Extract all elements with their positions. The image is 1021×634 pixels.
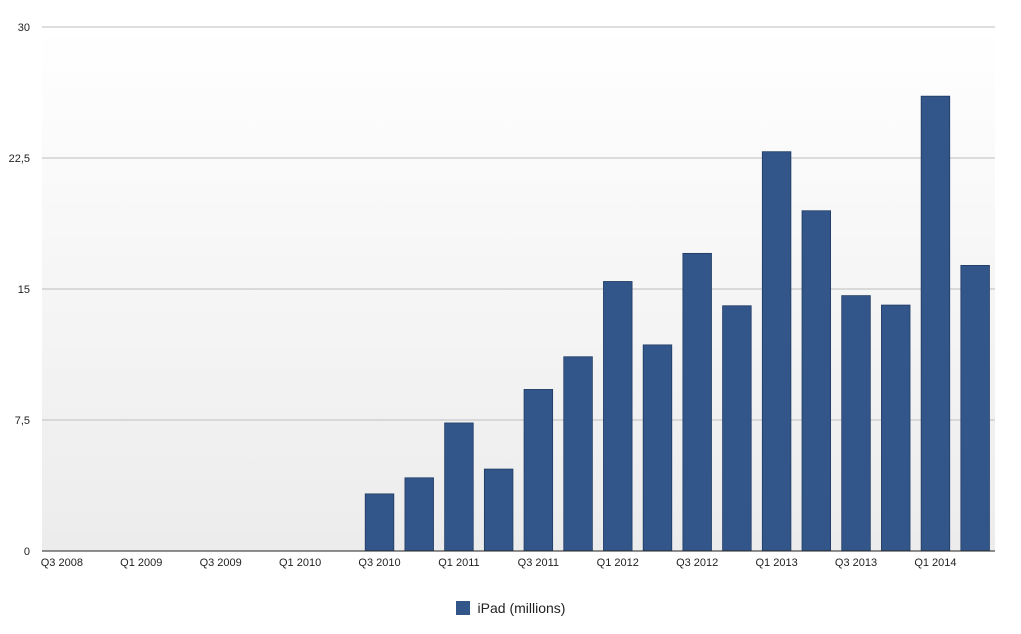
x-tick-label: Q1 2014 xyxy=(914,557,956,569)
x-tick-label: Q1 2012 xyxy=(597,557,639,569)
x-tick-label: Q3 2008 xyxy=(41,557,83,569)
bar-q4-2011 xyxy=(563,356,593,552)
legend-label-ipad: iPad (millions) xyxy=(477,600,566,616)
bar-q3-2013 xyxy=(841,295,871,552)
y-tick-label: 0 xyxy=(24,546,30,558)
bar-q1-2013 xyxy=(761,151,792,552)
y-tick-label: 30 xyxy=(18,22,30,34)
y-tick-labels: 0 7,5 15 22,5 30 xyxy=(9,22,30,558)
bar-q1-2014 xyxy=(920,95,951,552)
x-tick-label: Q1 2013 xyxy=(756,557,798,569)
y-tick-label: 22,5 xyxy=(9,153,30,165)
x-tick-label: Q1 2011 xyxy=(438,557,479,569)
x-tick-label: Q3 2013 xyxy=(835,557,877,569)
bar-q4-2010 xyxy=(404,477,434,552)
x-tick-labels: Q3 2008 Q1 2009 Q3 2009 Q1 2010 Q3 2010 Q1 20… xyxy=(41,557,957,569)
x-tick-label: Q3 2009 xyxy=(200,557,242,569)
bar-q2-2012 xyxy=(642,344,673,552)
bar-q1-2011 xyxy=(444,422,474,552)
x-tick-label: Q3 2012 xyxy=(676,557,718,569)
bar-q2-2014 xyxy=(960,265,990,552)
x-tick-label: Q1 2010 xyxy=(279,557,321,569)
bars xyxy=(364,95,990,552)
bar-q3-2012 xyxy=(682,252,712,552)
x-tick-label: Q1 2009 xyxy=(120,557,162,569)
bar-q2-2011 xyxy=(483,468,514,552)
bar-q4-2013 xyxy=(881,304,911,552)
bar-q1-2012 xyxy=(603,281,633,552)
legend: iPad (millions) xyxy=(0,600,1021,616)
grid-lines xyxy=(42,26,995,421)
bar-q3-2010 xyxy=(364,493,395,552)
y-tick-label: 7,5 xyxy=(15,415,30,427)
bar-q3-2011 xyxy=(523,389,554,552)
bar-q4-2012 xyxy=(722,305,752,552)
y-tick-label: 15 xyxy=(18,284,30,296)
bar-q2-2013 xyxy=(801,210,832,552)
x-tick-label: Q3 2010 xyxy=(358,557,400,569)
x-tick-label: Q3 2011 xyxy=(518,557,559,569)
legend-swatch xyxy=(455,601,470,615)
